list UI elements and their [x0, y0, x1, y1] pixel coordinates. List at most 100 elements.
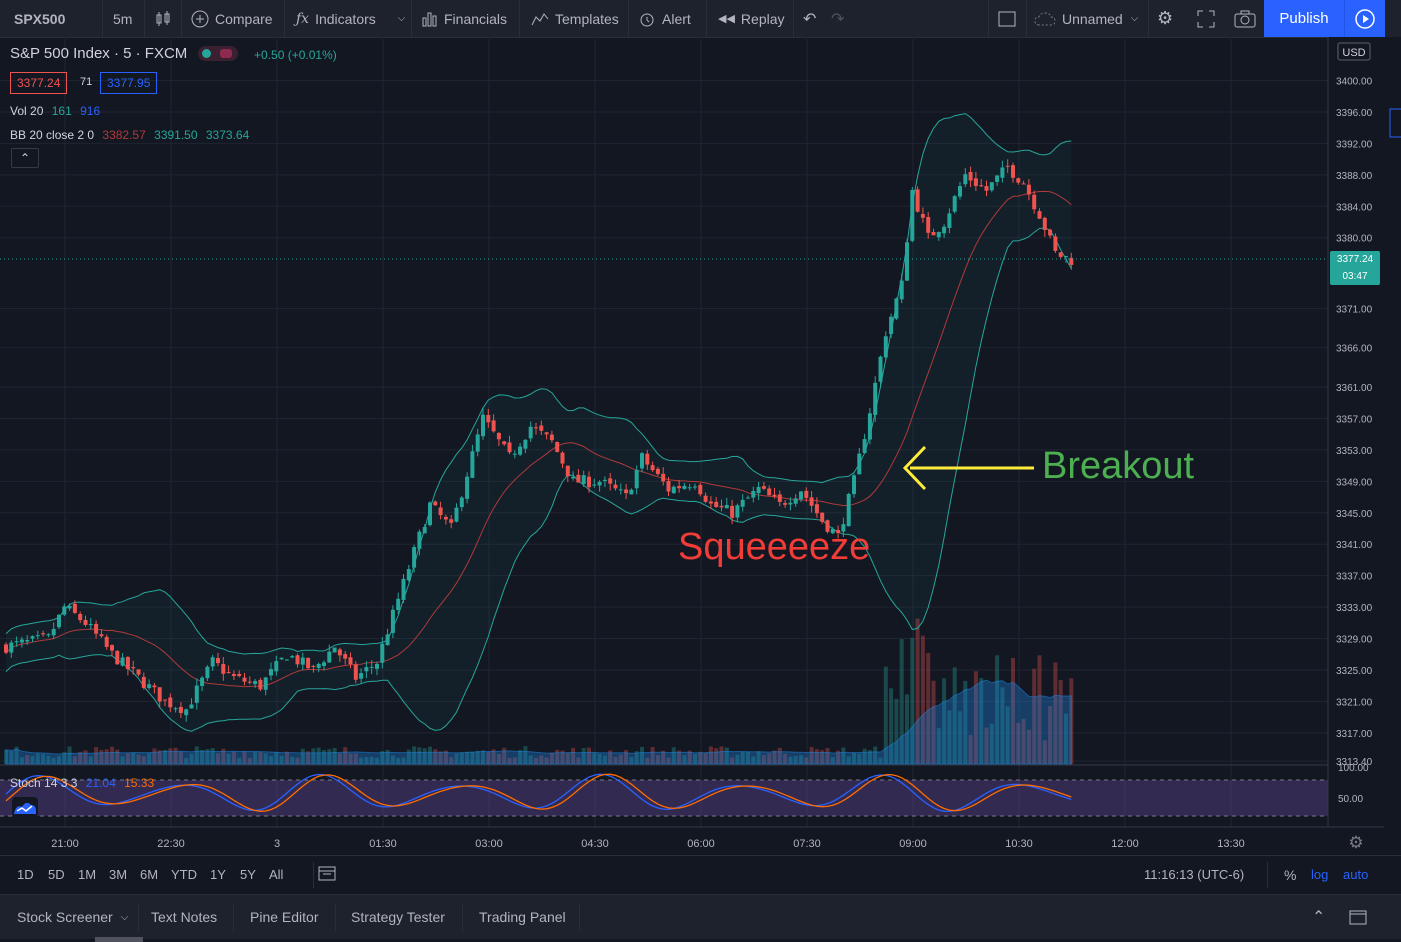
- snapshot-button[interactable]: [1234, 0, 1256, 37]
- interval-button[interactable]: 5m: [113, 0, 132, 37]
- undo-button[interactable]: ↶: [803, 0, 816, 37]
- range-button-1d[interactable]: 1D: [17, 867, 34, 882]
- range-button-1y[interactable]: 1Y: [210, 867, 226, 882]
- candle-body: [804, 490, 809, 498]
- bb-legend[interactable]: BB 20 close 2 0 3382.57 3391.50 3373.64: [10, 128, 249, 142]
- publish-options-button[interactable]: [1344, 0, 1385, 37]
- candle-body: [25, 639, 30, 642]
- volume-bar: [528, 755, 533, 764]
- range-button-6m[interactable]: 6M: [140, 867, 159, 882]
- volume-bar: [735, 754, 740, 764]
- volume-bar: [290, 756, 295, 764]
- candle-body: [332, 647, 337, 653]
- percent-scale-toggle[interactable]: %: [1284, 867, 1297, 883]
- collapse-panel-button[interactable]: ⌃: [1312, 895, 1325, 939]
- candle-body: [465, 476, 470, 499]
- tab-strategy-tester[interactable]: Strategy Tester: [351, 895, 445, 939]
- redo-button[interactable]: ↷: [831, 0, 844, 37]
- price-tick-label: 3361.00: [1336, 383, 1373, 394]
- sell-price-button[interactable]: 3377.24: [10, 72, 68, 94]
- candle-body: [88, 624, 93, 626]
- candle-body: [534, 427, 538, 429]
- price-tick-label: 3341.00: [1336, 540, 1373, 551]
- volume-bar: [799, 755, 803, 764]
- candle-body: [814, 504, 819, 514]
- symbol-legend-title[interactable]: S&P 500 Index · 5 · FXCM: [10, 45, 188, 62]
- tab-trading-panel[interactable]: Trading Panel: [479, 895, 566, 939]
- price-scale[interactable]: [1328, 37, 1384, 827]
- fullscreen-button[interactable]: [1197, 0, 1215, 37]
- chart-canvas[interactable]: 3400.00 3396.00 3392.00 3388.00 3384.00 3380.…: [0, 37, 1401, 855]
- candle-body: [428, 502, 432, 526]
- collapse-legend-button[interactable]: ⌃: [11, 148, 39, 168]
- candle-body: [353, 664, 358, 680]
- candle-body: [756, 486, 761, 494]
- range-button-5y[interactable]: 5Y: [240, 867, 256, 882]
- currency-box[interactable]: [1337, 42, 1371, 61]
- volume-bar: [364, 757, 369, 764]
- auto-scale-toggle[interactable]: auto: [1343, 867, 1369, 882]
- layout-toggle-button[interactable]: [998, 0, 1016, 37]
- clock-timezone[interactable]: 11:16:13 (UTC-6): [1144, 867, 1245, 882]
- candle-body: [624, 489, 629, 494]
- templates-button[interactable]: Templates: [531, 0, 619, 37]
- chart-type-button[interactable]: [154, 0, 172, 37]
- replay-button[interactable]: ◀◀ Replay: [718, 0, 785, 37]
- maximize-panel-button[interactable]: [1349, 895, 1367, 939]
- candle-body: [231, 673, 236, 677]
- settings-button[interactable]: ⚙: [1157, 0, 1173, 37]
- layout-name-button[interactable]: Unnamed ⌵: [1034, 0, 1138, 37]
- buy-price-button[interactable]: 3377.95: [100, 72, 158, 94]
- volume-bar: [99, 749, 104, 764]
- volume-bar: [693, 753, 697, 764]
- tradingview-logo-icon[interactable]: [12, 797, 38, 817]
- chevron-down-icon[interactable]: ⌵: [397, 13, 406, 24]
- market-status-toggle[interactable]: [198, 46, 238, 61]
- range-button-all[interactable]: All: [269, 867, 284, 882]
- volume-bar: [920, 635, 925, 764]
- tab-text-notes[interactable]: Text Notes: [151, 895, 217, 939]
- compare-button[interactable]: Compare: [191, 0, 273, 37]
- candle-body: [698, 484, 703, 495]
- scrollbar-thumb[interactable]: [95, 937, 143, 942]
- candle-body: [19, 639, 24, 643]
- play-circle-icon: [1355, 8, 1375, 29]
- candle-body: [359, 673, 364, 679]
- stoch-legend[interactable]: Stoch 14 3 3 21.04 15.33: [10, 776, 154, 790]
- spread-label: 71: [80, 76, 93, 88]
- log-scale-toggle[interactable]: log: [1311, 867, 1329, 882]
- publish-button[interactable]: Publish: [1264, 0, 1344, 37]
- tab-pine-editor[interactable]: Pine Editor: [250, 895, 318, 939]
- candle-body: [613, 484, 618, 489]
- alert-button[interactable]: Alert: [638, 0, 691, 37]
- financials-button[interactable]: Financials: [422, 0, 507, 37]
- volume-bar: [94, 746, 99, 764]
- volume-bar: [613, 756, 618, 764]
- tab-stock-screener[interactable]: Stock Screener ⌵: [17, 895, 128, 939]
- stoch-scale-50: 50.00: [1338, 794, 1363, 805]
- range-button-1m[interactable]: 1M: [78, 867, 97, 882]
- volume-bar: [534, 757, 538, 764]
- breakout-annotation[interactable]: Breakout: [1042, 445, 1195, 487]
- volume-bar: [216, 753, 220, 764]
- breakout-arrow[interactable]: [902, 445, 1034, 491]
- date-range-button[interactable]: [318, 865, 336, 884]
- volume-bar: [926, 653, 931, 764]
- tab-label: Pine Editor: [250, 909, 319, 925]
- range-button-ytd[interactable]: YTD: [171, 867, 197, 882]
- time-axis[interactable]: [0, 827, 1384, 855]
- time-tick-label: 01:30: [369, 838, 397, 850]
- axis-settings-gear-icon[interactable]: ⚙: [1348, 833, 1363, 852]
- volume-bar: [592, 752, 597, 764]
- indicators-button[interactable]: ƒx Indicators ⌵: [296, 0, 405, 37]
- range-button-5d[interactable]: 5D: [48, 867, 65, 882]
- candle-body: [936, 231, 941, 238]
- squeeze-annotation[interactable]: Squeeeeze: [678, 526, 870, 568]
- scale-side-handle[interactable]: [1389, 108, 1401, 138]
- volume-bar: [322, 749, 326, 764]
- volume-bar: [1016, 722, 1021, 764]
- symbol-search[interactable]: SPX500: [14, 0, 65, 37]
- range-button-3m[interactable]: 3M: [109, 867, 128, 882]
- volume-bar: [947, 710, 952, 764]
- volume-legend[interactable]: Vol 20 161 916: [10, 104, 100, 118]
